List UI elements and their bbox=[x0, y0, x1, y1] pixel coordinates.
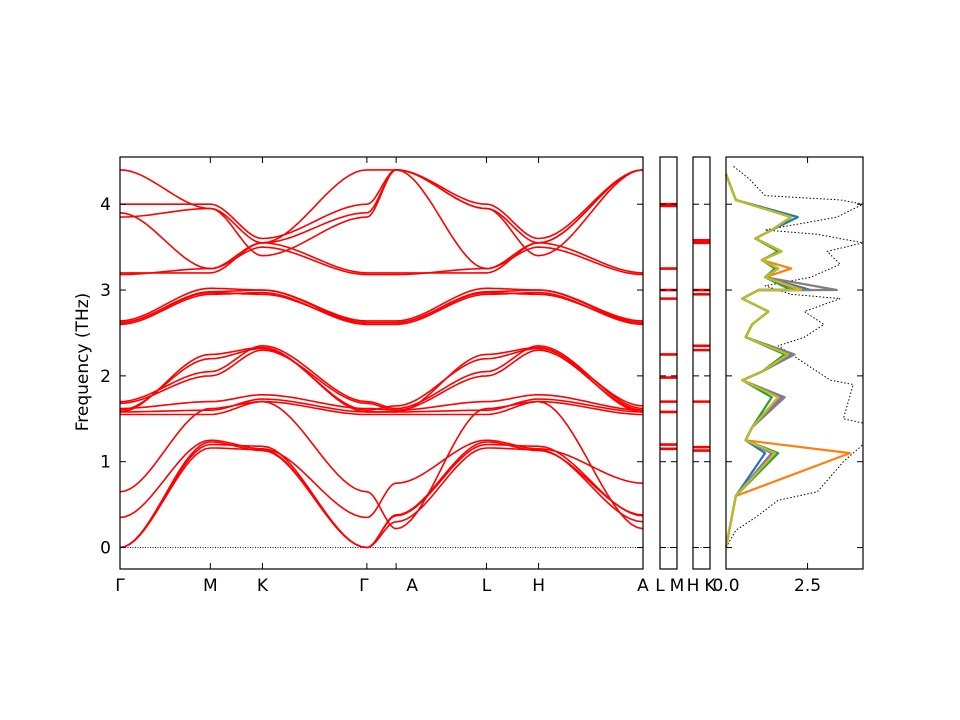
x-tick-label: L bbox=[482, 576, 492, 596]
phonon-band-2 bbox=[119, 447, 644, 549]
dos-curve-4 bbox=[724, 173, 799, 548]
x-tick-label: A bbox=[406, 576, 418, 596]
x-tick-label: A bbox=[637, 576, 649, 596]
phonon-band-18 bbox=[119, 169, 644, 270]
x-tick-label: K bbox=[257, 576, 269, 596]
phonon-band-8 bbox=[119, 349, 644, 412]
dos-panel: 0.0 2.5 bbox=[712, 156, 864, 596]
dos-x-tick-label: 0.0 bbox=[712, 576, 739, 596]
dos-frame bbox=[725, 156, 864, 570]
y-tick-label: 3 bbox=[100, 281, 111, 301]
phonon-band-10 bbox=[119, 347, 644, 411]
dos-curve-6 bbox=[724, 173, 803, 548]
y-tick-label: 2 bbox=[100, 367, 111, 387]
x-tick-label: Γ bbox=[115, 576, 125, 596]
x-tick-label: K bbox=[704, 576, 716, 596]
x-tick-label: M bbox=[670, 576, 685, 596]
x-tick-label: H bbox=[532, 576, 545, 596]
band-structure-panel: 0 1 2 3 4 Γ M K Γ A L H A bbox=[100, 156, 649, 596]
dos-curve-0 bbox=[725, 165, 864, 548]
phonon-band-12 bbox=[119, 291, 644, 326]
phonon-band-21 bbox=[119, 169, 644, 257]
phonon-band-4 bbox=[119, 400, 644, 530]
x-tick-label: M bbox=[203, 576, 218, 596]
phonon-band-20 bbox=[119, 169, 644, 244]
y-axis-label: Frequency (THz) bbox=[73, 293, 93, 432]
phonon-band-1 bbox=[119, 443, 644, 549]
main-frame bbox=[119, 156, 644, 570]
phonon-band-15 bbox=[119, 287, 644, 322]
phonon-band-7 bbox=[119, 394, 644, 411]
lm-frame bbox=[659, 156, 678, 570]
dos-curve-2 bbox=[724, 173, 852, 548]
phonon-band-3 bbox=[119, 439, 644, 519]
dos-x-tick-label: 2.5 bbox=[794, 576, 821, 596]
y-tick-label: 4 bbox=[100, 195, 111, 215]
x-tick-label: H bbox=[687, 576, 700, 596]
y-tick-label: 0 bbox=[100, 539, 111, 559]
x-tick-label: Γ bbox=[359, 576, 369, 596]
phonon-band-19 bbox=[120, 169, 644, 240]
dos-curve-5 bbox=[724, 173, 838, 548]
phonon-band-11 bbox=[119, 346, 644, 413]
phonon-band-5 bbox=[120, 400, 644, 416]
phonon-band-17 bbox=[119, 246, 644, 276]
hk-frame bbox=[692, 156, 711, 570]
y-tick-label: 1 bbox=[100, 453, 111, 473]
x-tick-label: L bbox=[655, 576, 665, 596]
